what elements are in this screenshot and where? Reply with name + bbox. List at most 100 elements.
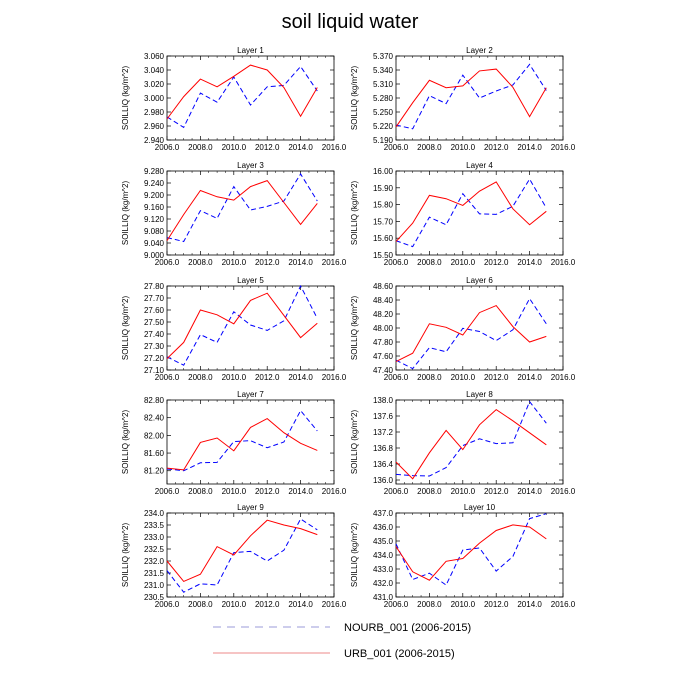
x-tick-label: 2014.0 <box>517 600 542 609</box>
series-line-urb <box>395 408 547 480</box>
y-tick-label: 81.20 <box>144 467 165 476</box>
plot-frame <box>166 55 335 141</box>
y-tick-label: 137.6 <box>373 412 394 421</box>
x-tick-label: 2006.0 <box>384 487 409 496</box>
y-axis-label: SOILLIQ (kg/m^2) <box>350 410 359 475</box>
series-line-nourb <box>395 178 547 248</box>
y-tick-label: 233.5 <box>144 521 165 530</box>
y-tick-label: 15.70 <box>373 217 394 226</box>
x-tick-label: 2012.0 <box>484 143 509 152</box>
x-tick-label: 2016.0 <box>551 600 576 609</box>
y-tick-label: 5.250 <box>373 108 394 117</box>
x-tick-label: 2006.0 <box>384 600 409 609</box>
panel-layer-4: Layer 4 2006.0 2008.0 2010.0 2012.0 2014.0 201… <box>350 161 576 267</box>
x-tick-label: 2006.0 <box>155 143 180 152</box>
y-tick-label: 232.5 <box>144 545 165 554</box>
plot-frame <box>395 170 564 256</box>
x-tick-label: 2012.0 <box>484 600 509 609</box>
y-tick-label: 3.020 <box>144 80 165 89</box>
plot-frame <box>166 285 335 371</box>
series-line-nourb <box>395 297 547 370</box>
legend-label-nourb: NOURB_001 (2006-2015) <box>344 622 471 634</box>
x-tick-label: 2010.0 <box>222 373 247 382</box>
panel-title: Layer 9 <box>237 503 264 512</box>
series-line-nourb <box>166 518 318 593</box>
series-line-nourb <box>166 65 318 129</box>
x-tick-label: 2008.0 <box>188 143 213 152</box>
y-tick-label: 5.370 <box>373 52 394 61</box>
y-tick-label: 81.60 <box>144 449 165 458</box>
y-axis-label: SOILLIQ (kg/m^2) <box>121 181 130 246</box>
plot-frame <box>166 399 335 485</box>
y-tick-label: 231.5 <box>144 569 165 578</box>
x-tick-label: 2010.0 <box>451 487 476 496</box>
legend-label-urb: URB_001 (2006-2015) <box>344 648 455 660</box>
series-line-nourb <box>166 284 318 366</box>
y-axis-label: SOILLIQ (kg/m^2) <box>350 66 359 131</box>
series-line-urb <box>395 524 547 581</box>
x-tick-label: 2014.0 <box>517 258 542 267</box>
series-line-urb <box>166 292 318 359</box>
x-tick-label: 2006.0 <box>384 373 409 382</box>
series-line-urb <box>395 68 547 128</box>
x-tick-label: 2006.0 <box>384 258 409 267</box>
y-tick-label: 27.50 <box>144 318 165 327</box>
panel-layer-10: Layer 10 2006.0 2008.0 2010.0 2012.0 2014.0 20… <box>350 503 576 609</box>
panel-layer-3: Layer 3 2006.0 2008.0 2010.0 2012.0 2014.0 201… <box>121 161 347 267</box>
x-tick-label: 2010.0 <box>451 258 476 267</box>
panel-layer-1: Layer 1 2006.0 2008.0 2010.0 2012.0 2014.0 201… <box>121 46 347 152</box>
series-line-urb <box>166 519 318 583</box>
series-line-urb <box>395 181 547 242</box>
panel-layer-6: Layer 6 2006.0 2008.0 2010.0 2012.0 2014.0 201… <box>350 276 576 382</box>
y-tick-label: 27.70 <box>144 294 165 303</box>
y-tick-label: 9.000 <box>144 251 165 260</box>
y-tick-label: 433.0 <box>373 565 394 574</box>
panel-title: Layer 10 <box>464 503 496 512</box>
y-tick-label: 47.60 <box>373 352 394 361</box>
x-tick-label: 2008.0 <box>417 143 442 152</box>
y-tick-label: 27.60 <box>144 306 165 315</box>
panel-layer-8: Layer 8 2006.0 2008.0 2010.0 2012.0 2014.0 201… <box>350 390 576 496</box>
series-line-nourb <box>166 173 318 243</box>
panels: Layer 1 2006.0 2008.0 2010.0 2012.0 2014.0 201… <box>121 46 576 609</box>
y-axis-label: SOILLIQ (kg/m^2) <box>121 523 130 588</box>
x-tick-label: 2016.0 <box>551 258 576 267</box>
y-tick-label: 27.40 <box>144 330 165 339</box>
plot-frame <box>395 55 564 141</box>
x-tick-label: 2012.0 <box>255 600 280 609</box>
x-tick-label: 2010.0 <box>222 143 247 152</box>
y-axis-label: SOILLIQ (kg/m^2) <box>350 296 359 361</box>
y-tick-label: 48.40 <box>373 296 394 305</box>
y-tick-label: 2.940 <box>144 136 165 145</box>
y-tick-label: 2.960 <box>144 122 165 131</box>
panel-title: Layer 3 <box>237 161 264 170</box>
y-tick-label: 437.0 <box>373 509 394 518</box>
x-tick-label: 2008.0 <box>417 373 442 382</box>
y-tick-label: 231.0 <box>144 581 165 590</box>
y-tick-label: 27.80 <box>144 282 165 291</box>
x-tick-label: 2008.0 <box>188 373 213 382</box>
x-tick-label: 2012.0 <box>255 373 280 382</box>
panel-title: Layer 5 <box>237 276 264 285</box>
y-tick-label: 136.4 <box>373 460 394 469</box>
y-tick-label: 232.0 <box>144 557 165 566</box>
x-tick-label: 2010.0 <box>451 600 476 609</box>
y-tick-label: 234.0 <box>144 509 165 518</box>
y-axis-label: SOILLIQ (kg/m^2) <box>350 181 359 246</box>
x-tick-label: 2014.0 <box>288 143 313 152</box>
x-tick-label: 2008.0 <box>188 600 213 609</box>
panel-title: Layer 7 <box>237 390 264 399</box>
x-tick-label: 2012.0 <box>484 258 509 267</box>
y-tick-label: 48.20 <box>373 310 394 319</box>
y-tick-label: 2.980 <box>144 108 165 117</box>
y-tick-label: 435.0 <box>373 537 394 546</box>
y-tick-label: 15.90 <box>373 184 394 193</box>
y-tick-label: 432.0 <box>373 579 394 588</box>
y-tick-label: 9.080 <box>144 227 165 236</box>
x-tick-label: 2006.0 <box>384 143 409 152</box>
series-line-urb <box>395 304 547 363</box>
x-tick-label: 2014.0 <box>288 373 313 382</box>
panel-layer-7: Layer 7 2006.0 2008.0 2010.0 2012.0 2014.0 201… <box>121 390 347 496</box>
x-tick-label: 2016.0 <box>322 373 347 382</box>
